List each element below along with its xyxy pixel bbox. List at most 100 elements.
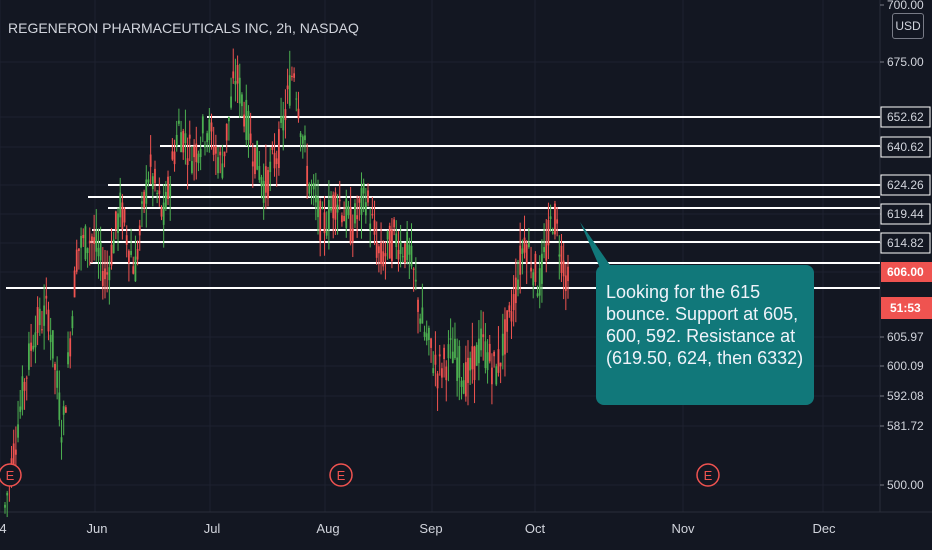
candle-body <box>99 242 102 261</box>
candle-body <box>125 235 128 245</box>
candle-body <box>247 111 250 141</box>
candle-body <box>30 342 32 351</box>
candle-body <box>471 346 474 370</box>
candle-body <box>25 377 28 379</box>
candle-body <box>349 207 352 244</box>
candle-body <box>482 334 485 338</box>
candle-body <box>310 184 313 186</box>
candle-body <box>291 75 293 78</box>
candle-body <box>227 116 230 122</box>
candle-body <box>73 270 76 298</box>
candle-body <box>230 96 232 108</box>
candle-body <box>293 73 296 78</box>
candle-body <box>549 216 552 220</box>
candle-body <box>245 99 248 140</box>
candle-body <box>530 267 532 272</box>
candle-body <box>19 406 22 412</box>
candle-body <box>136 248 139 260</box>
candle-body <box>382 251 385 267</box>
candle-body <box>164 191 167 209</box>
price-label: 581.72 <box>887 419 924 433</box>
candle-body <box>273 152 276 169</box>
candle-body <box>371 213 374 216</box>
candle-body <box>527 242 530 248</box>
time-label: Jun <box>87 521 108 536</box>
candle-body <box>462 380 465 394</box>
candle-body <box>78 248 80 252</box>
candle-body <box>269 161 272 173</box>
candle-body <box>525 244 528 264</box>
candle-body <box>41 329 43 331</box>
price-label: 624.26 <box>887 178 924 192</box>
candle-body <box>438 354 441 357</box>
candle-body <box>501 333 504 356</box>
candle-body <box>445 366 448 381</box>
candle-body <box>484 341 487 369</box>
candle-body <box>495 366 498 385</box>
candle-body <box>151 176 154 189</box>
candle-body <box>288 75 291 106</box>
currency-button[interactable]: USD <box>892 13 924 39</box>
candle-body <box>104 268 106 280</box>
candle-body <box>217 157 219 174</box>
candle-body <box>517 279 519 290</box>
candle-body <box>117 213 119 233</box>
candle-body <box>299 133 302 138</box>
candle-body <box>454 338 456 359</box>
candle-body <box>219 151 222 156</box>
candle-body <box>497 349 500 373</box>
current-price-label: 606.00 <box>887 265 924 279</box>
candle-body <box>88 240 91 244</box>
candle-body <box>145 179 148 204</box>
candle-body <box>408 244 411 255</box>
candle-body <box>141 201 143 204</box>
candle-body <box>241 94 243 107</box>
candle-body <box>43 305 46 326</box>
candle-body <box>193 146 196 158</box>
candle-body <box>21 376 24 410</box>
candle-body <box>114 211 117 230</box>
candle-body <box>338 199 341 202</box>
candle-body <box>514 277 517 304</box>
candle-body <box>499 362 502 367</box>
time-label: Oct <box>525 521 546 536</box>
candle-body <box>56 370 59 388</box>
price-label: 675.00 <box>887 55 924 69</box>
candle-body <box>134 256 137 282</box>
candle-body <box>234 81 237 85</box>
candle-body <box>556 219 559 224</box>
candle-body <box>14 449 17 455</box>
candle-body <box>23 381 26 391</box>
candle-body <box>327 200 330 230</box>
candle-body <box>449 338 452 340</box>
candle-body <box>406 231 409 261</box>
candle-body <box>301 136 304 144</box>
candle-body <box>538 268 541 296</box>
candle-body <box>325 230 328 236</box>
price-axis[interactable]: 700.00 675.00 652.62 640.62 624.26 619.44 614.… <box>880 0 932 492</box>
candle-body <box>251 161 254 167</box>
candle-body <box>101 270 104 286</box>
candle-body <box>493 351 495 357</box>
candle-body <box>436 373 439 389</box>
earnings-marker: E <box>696 463 720 487</box>
candle-body <box>321 207 324 209</box>
candle-body <box>138 225 141 236</box>
candle-body <box>191 161 193 173</box>
candle-body <box>323 212 326 234</box>
price-label: 600.09 <box>887 359 924 373</box>
candle-body <box>64 407 67 413</box>
time-axis[interactable]: 4 Jun Jul Aug Sep Oct Nov Dec <box>0 521 836 536</box>
earnings-marker: E <box>0 463 22 487</box>
countdown-badge <box>881 297 932 319</box>
candle-body <box>123 209 126 223</box>
annotation-callout[interactable]: Looking for the 615 bounce. Support at 6… <box>596 265 814 405</box>
candle-body <box>128 250 130 264</box>
candle-body <box>488 343 491 362</box>
candle-body <box>425 333 428 341</box>
candle-body <box>367 190 369 203</box>
price-label: 500.00 <box>887 478 924 492</box>
candle-body <box>521 248 524 254</box>
candle-body <box>249 133 252 144</box>
